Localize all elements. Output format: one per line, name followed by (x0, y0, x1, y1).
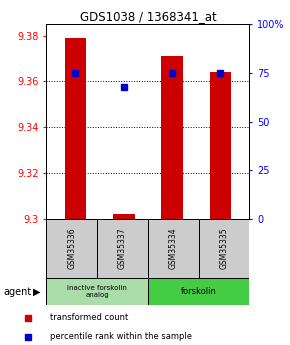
Bar (46, 219, 97, 278)
Text: transformed count: transformed count (50, 313, 128, 322)
Bar (148, 278, 249, 305)
Title: GDS1038 / 1368341_at: GDS1038 / 1368341_at (79, 10, 216, 23)
Bar (97, 219, 148, 278)
Text: forskolin: forskolin (181, 287, 217, 296)
Bar (113, 215, 135, 219)
Bar (46, 278, 148, 305)
Text: agent: agent (3, 287, 31, 297)
Bar (64, 38, 86, 219)
Text: GSM35335: GSM35335 (220, 228, 229, 269)
Text: inactive forskolin
analog: inactive forskolin analog (67, 285, 127, 298)
Text: ▶: ▶ (33, 287, 41, 297)
Text: GSM35336: GSM35336 (67, 228, 76, 269)
Text: GSM35337: GSM35337 (118, 228, 127, 269)
Bar (148, 219, 199, 278)
Bar (161, 56, 183, 219)
Text: GSM35334: GSM35334 (169, 228, 178, 269)
Bar (209, 72, 231, 219)
Bar (199, 219, 249, 278)
Text: percentile rank within the sample: percentile rank within the sample (50, 332, 192, 341)
